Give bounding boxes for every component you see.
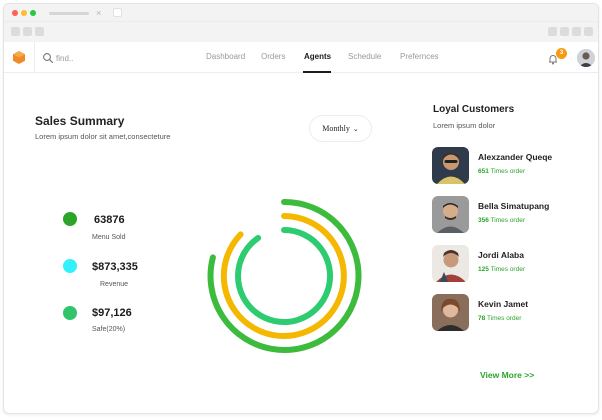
safe-label: Safe(20%) — [92, 326, 126, 333]
customer-avatar[interactable] — [432, 196, 469, 233]
menu-sold-label: Menu Sold — [92, 234, 126, 241]
nav-orders[interactable]: Orders — [261, 52, 286, 61]
toolbar-button[interactable] — [560, 27, 569, 36]
new-tab-button[interactable] — [113, 8, 122, 17]
reload-button[interactable] — [35, 27, 44, 36]
customer-orders: 651 Times order — [478, 168, 525, 175]
customer-orders: 78 Times order — [478, 315, 521, 322]
ring-revenue — [220, 213, 347, 339]
customer-order-suffix: Times order — [490, 266, 525, 273]
customer-order-count: 356 — [478, 217, 489, 224]
forward-button[interactable] — [23, 27, 32, 36]
loyal-customers-title: Loyal Customers — [433, 104, 515, 115]
customer-orders: 356 Times order — [478, 217, 525, 224]
toolbar-button[interactable] — [548, 27, 557, 36]
active-tab-indicator — [303, 71, 331, 73]
customer-name[interactable]: Alexzander Queqe — [478, 152, 553, 162]
ring-safe — [235, 227, 334, 325]
menu-sold-legend-dot — [63, 212, 77, 226]
page-subtitle: Lorem ipsum dolor sit amet,consecteture — [35, 132, 171, 141]
chevron-down-icon: ⌄ — [352, 124, 359, 133]
tab-close-icon[interactable]: × — [96, 8, 102, 18]
loyal-customers-subtitle: Lorem ipsum dolor — [433, 121, 496, 130]
revenue-legend-dot — [63, 259, 77, 273]
avatar[interactable] — [577, 49, 595, 67]
customer-avatar[interactable] — [432, 245, 469, 282]
period-label: Monthly — [322, 124, 350, 133]
customer-orders: 125 Times order — [478, 266, 525, 273]
customer-avatar[interactable] — [432, 294, 469, 331]
customer-name[interactable]: Kevin Jamet — [478, 299, 529, 309]
browser-window: × Dashboard Orders Agents Schedule Prefe… — [3, 3, 599, 414]
period-dropdown[interactable]: Monthly ⌄ — [309, 115, 372, 142]
view-more-link[interactable]: View More >> — [480, 370, 535, 380]
customer-avatar[interactable] — [432, 147, 469, 184]
nav-preferences[interactable]: Prefernces — [400, 52, 439, 61]
divider — [34, 42, 35, 73]
nav-agents[interactable]: Agents — [304, 52, 332, 61]
search-icon — [43, 53, 54, 64]
safe-value: $97,126 — [92, 307, 132, 319]
maximize-window-button[interactable] — [30, 10, 36, 16]
notification-badge: 3 — [556, 48, 567, 59]
close-window-button[interactable] — [12, 10, 18, 16]
bell-icon[interactable] — [547, 53, 559, 65]
safe-legend-dot — [63, 306, 77, 320]
search-input[interactable] — [56, 50, 156, 66]
customer-name[interactable]: Bella Simatupang — [478, 201, 550, 211]
page-title: Sales Summary — [35, 114, 125, 128]
nav-schedule[interactable]: Schedule — [348, 52, 382, 61]
minimize-window-button[interactable] — [21, 10, 27, 16]
browser-toolbar — [4, 22, 598, 42]
customer-order-count: 78 — [478, 315, 486, 322]
ring-menu-sold — [207, 198, 362, 353]
back-button[interactable] — [11, 27, 20, 36]
revenue-label: Revenue — [100, 281, 129, 288]
customer-name[interactable]: Jordi Alaba — [478, 250, 524, 260]
revenue-value: $873,335 — [92, 261, 138, 273]
menu-sold-value: 63876 — [94, 214, 125, 226]
nav-dashboard[interactable]: Dashboard — [206, 52, 246, 61]
browser-titlebar: × — [4, 4, 598, 22]
toolbar-button[interactable] — [584, 27, 593, 36]
customer-order-suffix: Times order — [490, 168, 525, 175]
customer-order-count: 125 — [478, 266, 489, 273]
customer-order-suffix: Times order — [486, 315, 522, 322]
customer-order-suffix: Times order — [490, 217, 525, 224]
customer-order-count: 651 — [478, 168, 489, 175]
app-navbar: Dashboard Orders Agents Schedule Prefern… — [4, 42, 598, 73]
sales-ring-chart — [207, 198, 362, 353]
toolbar-button[interactable] — [572, 27, 581, 36]
browser-tab[interactable] — [49, 12, 89, 15]
logo-icon[interactable] — [13, 51, 25, 64]
